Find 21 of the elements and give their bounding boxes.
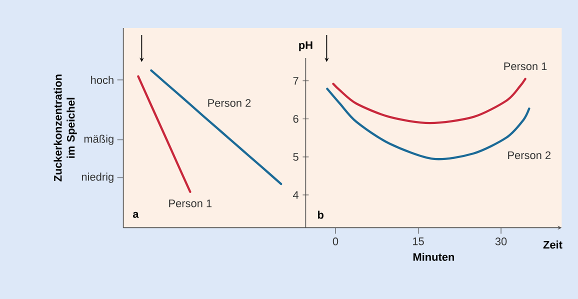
y-axis-title: pH [299,41,312,52]
series-label: Person 2 [508,151,551,160]
text: Zeit [543,240,562,249]
x-tick-label: 15 [412,238,424,246]
y-tick-label: 5 [293,153,298,161]
y-tick-label: 7 [293,77,298,85]
annotation: b [318,210,324,219]
y-tick-label: 6 [293,115,298,123]
annotation: a [132,212,139,218]
y-axis-title: Zuckerkonzentration im Speichel [54,74,77,182]
series-label: Person 1 [169,200,212,208]
line-series [332,78,526,124]
series-label: Person 2 [208,99,251,107]
x-axis-title: Minuten [413,252,454,261]
series-label: Person 1 [504,62,547,70]
text: niedrig [82,172,114,183]
text: mäßig [84,134,114,145]
text: hoch [91,76,114,84]
x-tick-label: 30 [495,238,507,246]
x-tick-label: 0 [332,238,338,246]
y-tick-label: 4 [293,191,299,199]
